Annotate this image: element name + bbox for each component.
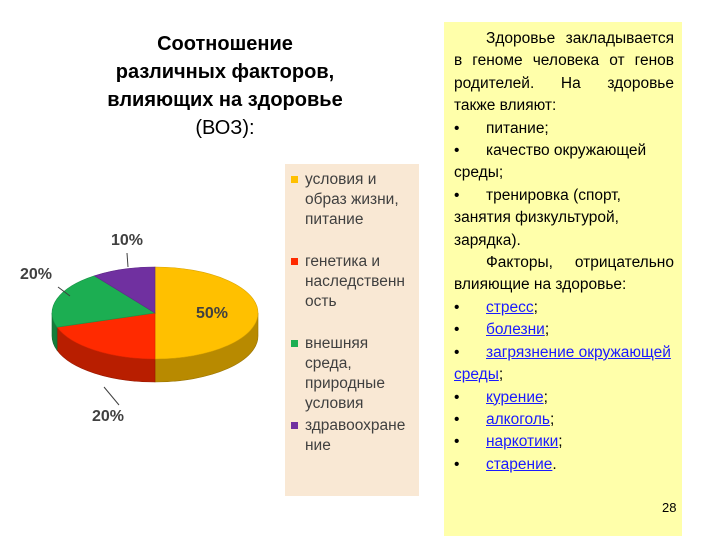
negative-factors-list: • стресс; • болезни; • загрязнение окружающей… <box>454 297 674 476</box>
factor-punctuation: ; <box>498 366 504 384</box>
note-intro: Здоровье закладывается в геноме человека… <box>454 30 674 115</box>
negative-factor-item: • болезни; <box>454 319 674 341</box>
bullet-icon: • <box>454 455 460 473</box>
negative-factor-item: • загрязнение окружающей среды; <box>454 342 674 387</box>
factor-link[interactable]: алкоголь <box>486 410 550 428</box>
leader-line-1 <box>103 386 120 406</box>
factor-link[interactable]: болезни <box>486 321 545 339</box>
negative-factor-item: • стресс; <box>454 297 674 319</box>
positive-factor-item: • качество окружающей среды; <box>454 140 674 185</box>
legend-swatch <box>291 176 298 183</box>
pie-slice-3 <box>93 266 156 314</box>
bullet-icon: • <box>454 298 460 316</box>
bullet-icon: • <box>454 119 460 137</box>
leader-line-3 <box>126 252 129 268</box>
positive-factor-item: • тренировка (спорт, занятия физкультурой… <box>454 185 674 252</box>
factor-punctuation: ; <box>533 298 538 316</box>
positive-factors-list: • питание; • качество окружающей среды; • тре… <box>454 118 674 252</box>
bullet-icon: • <box>454 388 460 406</box>
legend-swatch <box>291 422 298 429</box>
bullet-icon: • <box>454 410 460 428</box>
positive-factor-text: тренировка (спорт, занятия физкультурой,… <box>454 186 621 249</box>
factor-punctuation: ; <box>544 321 550 339</box>
title-line-4: (ВОЗ): <box>195 117 255 139</box>
factor-punctuation: ; <box>558 433 563 451</box>
legend-swatch <box>291 340 298 347</box>
data-label-3: 10% <box>111 232 143 249</box>
title-line-2: различных факторов, <box>115 61 335 83</box>
factor-punctuation: ; <box>549 410 555 428</box>
pie-slice-2 <box>51 275 156 328</box>
factor-punctuation: . <box>552 455 557 473</box>
chart-legend: условия и образ жизни, питание генетика и… <box>285 164 419 496</box>
legend-label: внешняя среда, природные условия <box>305 335 385 412</box>
title-line-3: влияющих на здоровье <box>107 89 343 111</box>
pie-slice-1 <box>56 312 156 360</box>
bullet-icon: • <box>454 186 460 204</box>
note-negative-heading: Факторы, отрицательно влияющие на здоров… <box>454 254 674 294</box>
positive-factor-text: качество окружающей среды; <box>454 142 647 182</box>
factor-link[interactable]: наркотики <box>486 433 559 451</box>
bullet-icon: • <box>454 433 460 451</box>
negative-factor-item: • наркотики; <box>454 431 674 453</box>
pie-chart: 50% 20% 20% 10% <box>20 232 259 425</box>
bullet-icon: • <box>454 142 460 160</box>
legend-label: генетика и наследственн ость <box>305 253 405 310</box>
negative-factor-item: • старение. <box>454 454 674 476</box>
negative-factor-item: • алкоголь; <box>454 409 674 431</box>
title-line-1: Соотношение <box>157 33 293 55</box>
positive-factor-text: питание; <box>486 119 549 137</box>
factor-link[interactable]: загрязнение окружающей среды <box>454 343 671 384</box>
data-label-2: 20% <box>20 266 52 283</box>
legend-swatch <box>291 258 298 265</box>
legend-label: здравоохране ние <box>305 417 406 454</box>
factor-link[interactable]: стресс <box>486 298 534 316</box>
page-number: 28 <box>662 500 677 515</box>
slide-title: Соотношение различных факторов, влияющих… <box>60 30 390 142</box>
data-label-1: 20% <box>92 408 124 425</box>
factor-link[interactable]: курение <box>486 388 544 406</box>
negative-factor-item: • курение; <box>454 387 674 409</box>
pie-labels: 50% 20% 20% 10% <box>20 232 228 425</box>
leader-line-2 <box>57 286 71 297</box>
data-label-0: 50% <box>196 305 228 322</box>
factor-punctuation: ; <box>543 388 548 406</box>
factor-link[interactable]: старение <box>486 455 553 473</box>
bullet-icon: • <box>454 321 460 339</box>
pie-slice-0 <box>154 266 259 360</box>
bullet-icon: • <box>454 343 460 361</box>
positive-factor-item: • питание; <box>454 118 674 140</box>
legend-label: условия и образ жизни, питание <box>305 171 399 228</box>
pie-top <box>51 266 259 360</box>
info-note: Здоровье закладывается в геноме человека… <box>444 22 682 536</box>
